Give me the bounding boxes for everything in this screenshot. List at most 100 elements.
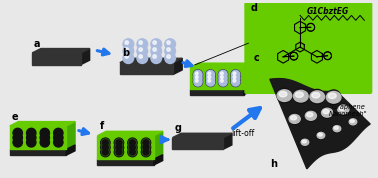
Circle shape	[26, 133, 36, 142]
Ellipse shape	[312, 93, 320, 98]
Circle shape	[129, 148, 136, 156]
Polygon shape	[223, 133, 232, 149]
Circle shape	[153, 48, 156, 51]
Circle shape	[193, 77, 203, 87]
Circle shape	[26, 138, 36, 147]
Circle shape	[219, 78, 227, 86]
Ellipse shape	[310, 91, 325, 103]
Circle shape	[233, 79, 236, 82]
Circle shape	[128, 143, 137, 152]
Circle shape	[231, 74, 240, 83]
Ellipse shape	[302, 140, 306, 143]
Circle shape	[293, 89, 308, 103]
Text: e: e	[12, 112, 19, 122]
Circle shape	[102, 143, 109, 151]
Text: b: b	[122, 48, 129, 58]
Circle shape	[139, 55, 143, 58]
Circle shape	[26, 128, 36, 138]
Circle shape	[195, 79, 198, 82]
Circle shape	[165, 53, 175, 64]
Polygon shape	[10, 122, 75, 126]
Text: h: h	[270, 159, 277, 169]
Circle shape	[317, 132, 325, 139]
Circle shape	[54, 138, 63, 147]
Circle shape	[208, 72, 211, 75]
Circle shape	[102, 149, 108, 155]
Circle shape	[193, 70, 203, 79]
Circle shape	[231, 78, 240, 86]
Bar	[190, 89, 243, 95]
Circle shape	[218, 77, 228, 87]
Circle shape	[153, 55, 156, 58]
Bar	[190, 67, 243, 89]
Circle shape	[231, 74, 240, 82]
Polygon shape	[243, 63, 252, 89]
Polygon shape	[172, 133, 232, 138]
Circle shape	[125, 48, 129, 51]
Circle shape	[167, 41, 170, 44]
Ellipse shape	[289, 114, 300, 123]
Circle shape	[54, 133, 63, 142]
Circle shape	[54, 128, 63, 138]
Polygon shape	[154, 131, 163, 159]
Circle shape	[301, 138, 309, 146]
Polygon shape	[120, 58, 182, 63]
Bar	[98, 136, 154, 159]
Circle shape	[220, 79, 223, 82]
Ellipse shape	[322, 108, 333, 117]
Circle shape	[305, 110, 316, 121]
Circle shape	[115, 139, 123, 146]
Circle shape	[101, 138, 110, 147]
Circle shape	[338, 104, 349, 115]
Circle shape	[326, 90, 341, 104]
Ellipse shape	[295, 92, 304, 97]
Text: a: a	[34, 39, 40, 49]
Text: f: f	[99, 121, 104, 131]
Circle shape	[206, 70, 215, 79]
Circle shape	[193, 74, 203, 83]
Circle shape	[153, 41, 156, 44]
Ellipse shape	[307, 113, 313, 117]
Ellipse shape	[350, 120, 354, 122]
Circle shape	[102, 148, 109, 156]
Bar	[98, 159, 154, 165]
Polygon shape	[32, 49, 90, 53]
Circle shape	[231, 77, 240, 87]
Circle shape	[115, 148, 123, 156]
Circle shape	[141, 143, 151, 152]
Circle shape	[195, 76, 198, 78]
Ellipse shape	[333, 126, 341, 132]
Circle shape	[208, 79, 211, 82]
Circle shape	[137, 53, 148, 64]
Circle shape	[13, 138, 22, 147]
Circle shape	[129, 139, 136, 146]
Circle shape	[40, 128, 50, 138]
Bar	[10, 126, 66, 149]
Circle shape	[141, 138, 151, 147]
Circle shape	[142, 148, 150, 156]
Circle shape	[206, 78, 215, 86]
Circle shape	[13, 128, 22, 138]
Circle shape	[40, 138, 50, 147]
Circle shape	[233, 72, 236, 75]
Circle shape	[151, 46, 161, 56]
Polygon shape	[243, 85, 252, 95]
Circle shape	[310, 89, 325, 104]
Circle shape	[139, 48, 143, 51]
Circle shape	[137, 46, 148, 56]
Ellipse shape	[293, 90, 308, 102]
Circle shape	[206, 77, 215, 87]
Ellipse shape	[301, 139, 309, 145]
Text: g: g	[174, 123, 181, 133]
Circle shape	[349, 118, 357, 126]
Circle shape	[218, 70, 228, 79]
Circle shape	[143, 145, 149, 150]
Circle shape	[208, 76, 211, 78]
Ellipse shape	[338, 105, 349, 114]
Circle shape	[130, 140, 135, 146]
Circle shape	[123, 53, 134, 64]
Circle shape	[143, 149, 149, 155]
Circle shape	[142, 139, 150, 146]
Circle shape	[125, 41, 129, 44]
Circle shape	[206, 74, 215, 82]
